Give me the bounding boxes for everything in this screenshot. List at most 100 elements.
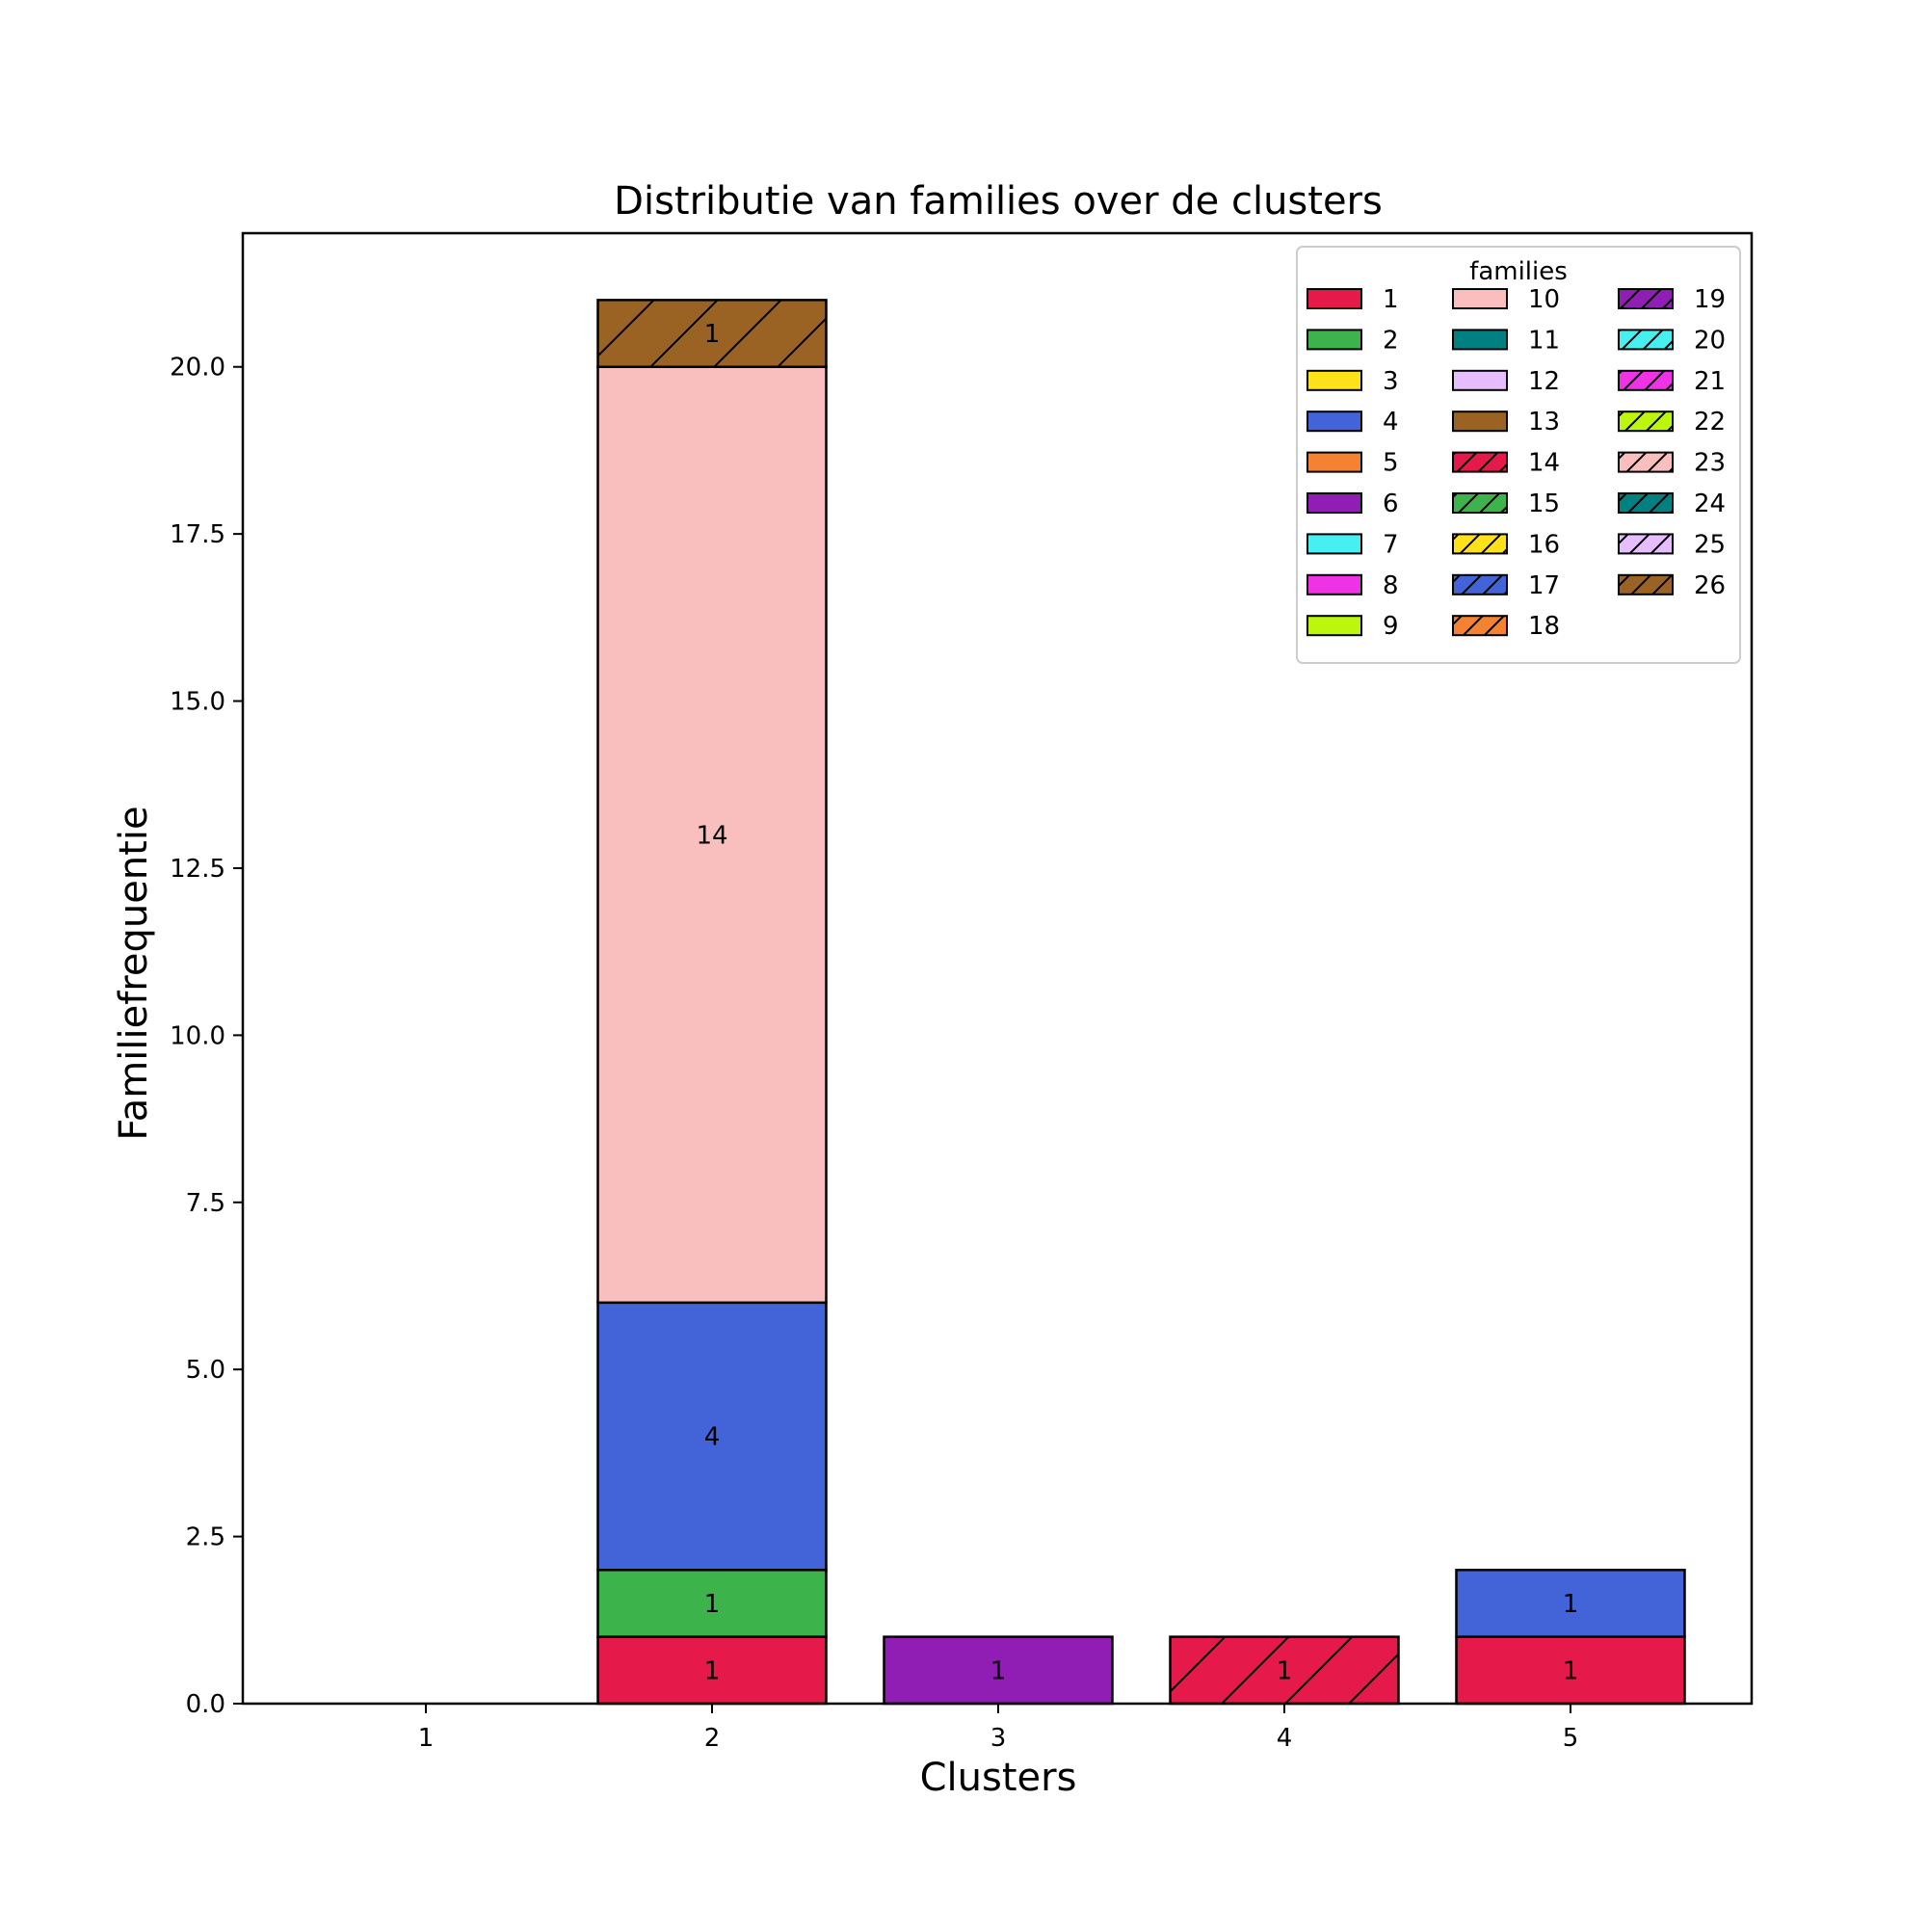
legend-swatch-hatch — [1619, 493, 1673, 513]
legend-label: 1 — [1383, 285, 1399, 314]
bar-segment: 1 — [596, 1635, 828, 1706]
legend-swatch-outline — [1618, 288, 1674, 309]
legend-item: 24 — [1618, 490, 1726, 518]
legend-swatch — [1307, 534, 1361, 554]
bar-fill — [1456, 1570, 1685, 1637]
legend-swatch-outline — [1618, 573, 1674, 595]
bar-outline — [596, 299, 828, 368]
legend-label: 18 — [1528, 612, 1560, 641]
data-label: 1 — [704, 1590, 721, 1619]
legend-swatch-outline — [1452, 492, 1508, 514]
legend-label: 4 — [1383, 408, 1399, 437]
legend-label: 14 — [1528, 449, 1560, 478]
legend-swatch — [1307, 411, 1361, 432]
legend-swatch-outline — [1452, 451, 1508, 473]
data-label: 1 — [1277, 1656, 1293, 1685]
legend-item: 4 — [1307, 408, 1399, 437]
bar-fill — [884, 1636, 1113, 1704]
bar-segment: 1 — [1455, 1635, 1686, 1706]
legend-swatch-outline — [1307, 615, 1362, 637]
legend-swatch-hatch — [1619, 330, 1673, 350]
legend-item: 7 — [1307, 530, 1399, 559]
legend-label: 19 — [1694, 285, 1726, 314]
legend-item: 8 — [1307, 571, 1399, 600]
data-label: 1 — [704, 1656, 721, 1685]
legend-swatch-outline — [1618, 451, 1674, 473]
legend-label: 10 — [1528, 285, 1560, 314]
legend-swatch-outline — [1307, 573, 1362, 595]
axes: 0.02.55.07.510.012.515.017.520.01 2 3 4 5 — [170, 231, 1754, 1753]
legend-item: 9 — [1307, 612, 1399, 641]
x-tick-label: 5 — [1563, 1724, 1579, 1753]
legend-label: 25 — [1694, 530, 1726, 559]
legend-item: 6 — [1307, 490, 1399, 518]
y-tick-label: 15.0 — [170, 688, 225, 717]
data-label: 1 — [1563, 1590, 1579, 1619]
legend-swatch-outline — [1618, 329, 1674, 351]
legend-item: 2 — [1307, 326, 1399, 355]
legend-item: 1 — [1307, 285, 1399, 314]
legend-label: 7 — [1383, 530, 1399, 559]
legend-swatch-hatch — [1453, 534, 1507, 554]
legend-swatch-hatch — [1453, 574, 1507, 595]
y-tick-label: 0.0 — [186, 1690, 225, 1719]
legend-item: 18 — [1452, 612, 1560, 641]
legend-swatch-outline — [1452, 533, 1508, 555]
legend-label: 24 — [1694, 490, 1726, 518]
legend-label: 15 — [1528, 490, 1560, 518]
legend-label: 2 — [1383, 326, 1399, 355]
legend-item: 17 — [1452, 571, 1560, 600]
legend-swatch — [1453, 330, 1507, 350]
legend-item: 10 — [1452, 285, 1560, 314]
data-label: 4 — [704, 1423, 721, 1452]
y-tick-label: 2.5 — [186, 1523, 225, 1552]
bar-segment: 1 — [883, 1635, 1114, 1706]
legend-label: 16 — [1528, 530, 1560, 559]
legend-label: 21 — [1694, 367, 1726, 396]
legend-swatch — [1307, 330, 1361, 350]
legend-item: 22 — [1618, 408, 1726, 437]
bar-hatch — [597, 300, 827, 367]
y-tick-label: 7.5 — [186, 1189, 225, 1218]
legend-label: 26 — [1694, 571, 1726, 600]
legend-swatch-outline — [1307, 329, 1362, 351]
y-tick-label: 10.0 — [170, 1021, 225, 1050]
legend-item: 15 — [1452, 490, 1560, 518]
x-tick-label: 2 — [704, 1724, 721, 1753]
y-tick-label: 20.0 — [170, 354, 225, 383]
bar-fill — [1456, 1636, 1685, 1704]
legend-swatch-outline — [1618, 533, 1674, 555]
data-label: 14 — [696, 821, 727, 850]
legend-label: 3 — [1383, 367, 1399, 396]
bar-fill — [597, 366, 827, 1303]
legend-swatch-outline — [1452, 329, 1508, 351]
legend-item: 19 — [1618, 285, 1726, 314]
legend-swatch — [1453, 411, 1507, 432]
legend-item: 5 — [1307, 449, 1399, 478]
legend-swatch-hatch — [1453, 616, 1507, 636]
legend-label: 23 — [1694, 449, 1726, 478]
bar-outline — [1455, 1569, 1686, 1638]
bar-fill — [597, 1636, 827, 1704]
legend-swatch-hatch — [1453, 452, 1507, 472]
legend-swatch — [1453, 370, 1507, 390]
legend-item: 14 — [1452, 449, 1560, 478]
legend-swatch — [1453, 289, 1507, 308]
bar-hatch — [1170, 1636, 1399, 1704]
legend-swatch-outline — [1307, 492, 1362, 514]
bar-segment: 1 — [1169, 1635, 1400, 1706]
legend-swatch — [1307, 370, 1361, 390]
legend-swatch-hatch — [1619, 411, 1673, 432]
legend-swatch-outline — [1307, 410, 1362, 433]
y-tick-label: 12.5 — [170, 855, 225, 884]
legend-item: 16 — [1452, 530, 1560, 559]
data-label: 1 — [1563, 1656, 1579, 1685]
legend-label: 9 — [1383, 612, 1399, 641]
legend-item: 25 — [1618, 530, 1726, 559]
bar-segment: 14 — [596, 365, 828, 1305]
legend-swatch — [1307, 574, 1361, 595]
legend-swatch-hatch — [1619, 370, 1673, 390]
legend-item: 26 — [1618, 571, 1726, 600]
x-tick-label: 1 — [418, 1724, 435, 1753]
